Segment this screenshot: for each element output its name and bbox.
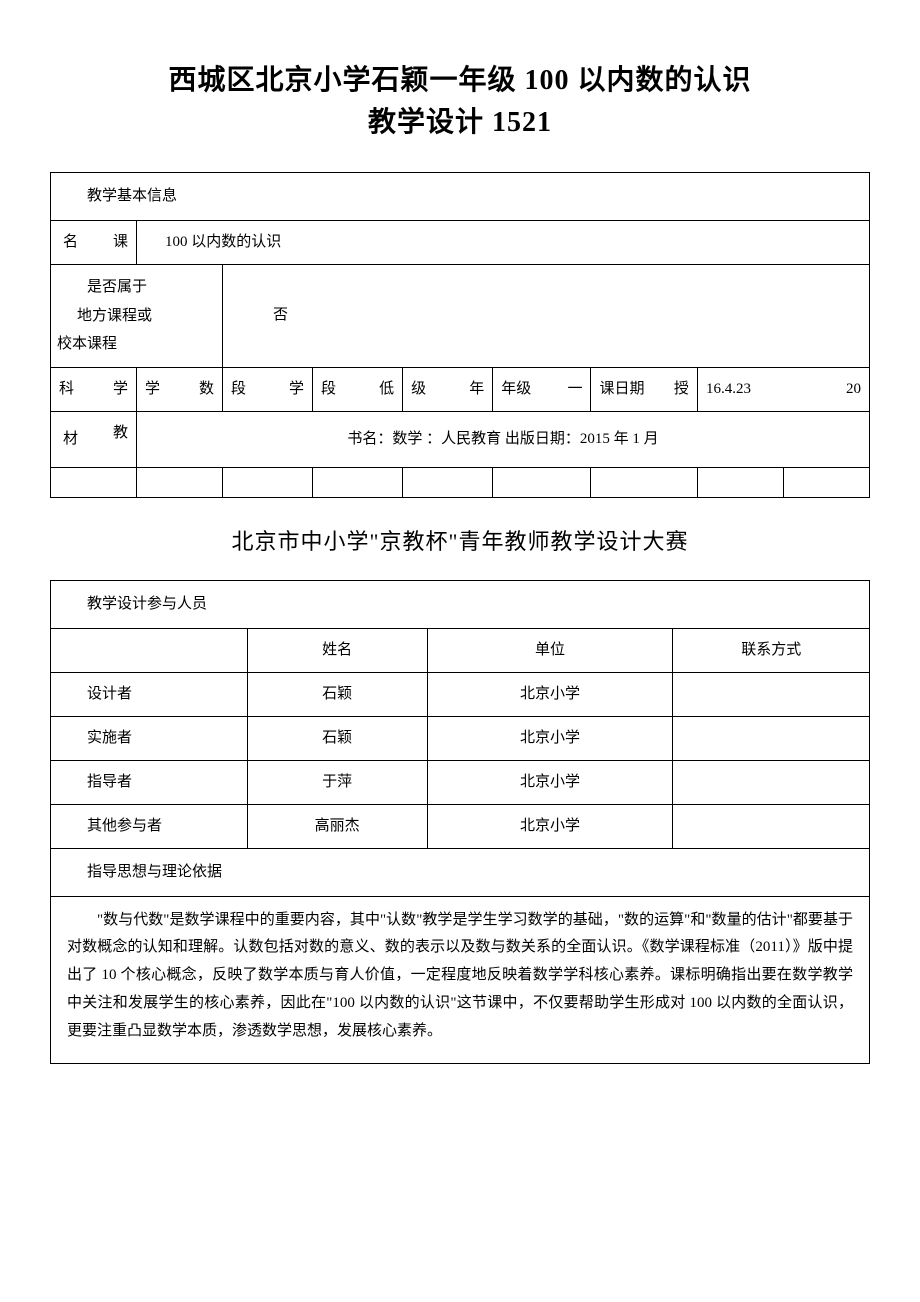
empty-cell (222, 467, 312, 497)
table-row: 实施者 石颖 北京小学 (51, 716, 870, 760)
participants-table: 教学设计参与人员 姓名 单位 联系方式 设计者 石颖 北京小学 实施者 石颖 北… (50, 580, 870, 1065)
local-course-value: 否 (222, 265, 869, 368)
theory-body: "数与代数"是数学课程中的重要内容，其中"认数"教学是学生学习数学的基础，"数的… (51, 896, 870, 1064)
date-value: 20 16.4.23 (697, 367, 869, 411)
unit-cell: 北京小学 (427, 716, 673, 760)
subject-value: 数 学 (136, 367, 222, 411)
role-cell: 设计者 (51, 672, 248, 716)
empty-cell (783, 467, 869, 497)
table-row: 是否属于 地方课程或 校本课程 否 (51, 265, 870, 368)
title-line-2: 教学设计 1521 (50, 102, 870, 144)
empty-cell (313, 467, 403, 497)
basic-info-header: 教学基本信息 (51, 173, 870, 221)
grade-label: 年 级 (403, 367, 493, 411)
basic-info-table: 教学基本信息 课 名 100 以内数的认识 是否属于 地方课程或 校本课程 否 … (50, 172, 870, 498)
course-name-value: 100 以内数的认识 (136, 221, 869, 265)
col-unit-header: 单位 (427, 628, 673, 672)
table-row: 设计者 石颖 北京小学 (51, 672, 870, 716)
empty-cell (136, 467, 222, 497)
stage-label: 学 段 (222, 367, 312, 411)
empty-cell (591, 467, 697, 497)
contact-cell (673, 804, 870, 848)
unit-cell: 北京小学 (427, 760, 673, 804)
participants-header: 教学设计参与人员 (51, 580, 870, 628)
textbook-label: 教 材 (51, 411, 137, 467)
local-course-label: 是否属于 地方课程或 校本课程 (51, 265, 223, 368)
empty-cell (403, 467, 493, 497)
name-cell: 石颖 (247, 716, 427, 760)
table-row: 学 科 数 学 学 段 低 段 年 级 一 年级 授 课日期 20 16.4.2 (51, 367, 870, 411)
table-row-empty (51, 467, 870, 497)
empty-cell (493, 467, 591, 497)
name-cell: 高丽杰 (247, 804, 427, 848)
empty-cell (697, 467, 783, 497)
contact-cell (673, 716, 870, 760)
theory-header: 指导思想与理论依据 (51, 848, 870, 896)
name-cell: 石颖 (247, 672, 427, 716)
table-row: 教 材 书名：数学 ：人民教育 出版日期：2015 年 1 月 (51, 411, 870, 467)
role-cell: 指导者 (51, 760, 248, 804)
table-row: 指导思想与理论依据 (51, 848, 870, 896)
unit-cell: 北京小学 (427, 672, 673, 716)
subject-label: 学 科 (51, 367, 137, 411)
contact-cell (673, 672, 870, 716)
unit-cell: 北京小学 (427, 804, 673, 848)
course-name-label: 课 名 (51, 221, 137, 265)
role-cell: 实施者 (51, 716, 248, 760)
table-row: 指导者 于萍 北京小学 (51, 760, 870, 804)
title-line-1: 西城区北京小学石颖一年级 100 以内数的认识 (50, 60, 870, 102)
role-cell: 其他参与者 (51, 804, 248, 848)
grade-value: 一 年级 (493, 367, 591, 411)
col-role-header (51, 628, 248, 672)
contact-cell (673, 760, 870, 804)
name-cell: 于萍 (247, 760, 427, 804)
table-row: 教学基本信息 (51, 173, 870, 221)
competition-title: 北京市中小学"京教杯"青年教师教学设计大赛 (50, 524, 870, 556)
table-row: 课 名 100 以内数的认识 (51, 221, 870, 265)
table-row: "数与代数"是数学课程中的重要内容，其中"认数"教学是学生学习数学的基础，"数的… (51, 896, 870, 1064)
col-contact-header: 联系方式 (673, 628, 870, 672)
col-name-header: 姓名 (247, 628, 427, 672)
table-row: 教学设计参与人员 (51, 580, 870, 628)
document-title: 西城区北京小学石颖一年级 100 以内数的认识 教学设计 1521 (50, 60, 870, 144)
stage-value: 低 段 (313, 367, 403, 411)
textbook-value: 书名：数学 ：人民教育 出版日期：2015 年 1 月 (136, 411, 869, 467)
empty-cell (51, 467, 137, 497)
table-row: 姓名 单位 联系方式 (51, 628, 870, 672)
date-label: 授 课日期 (591, 367, 697, 411)
table-row: 其他参与者 高丽杰 北京小学 (51, 804, 870, 848)
